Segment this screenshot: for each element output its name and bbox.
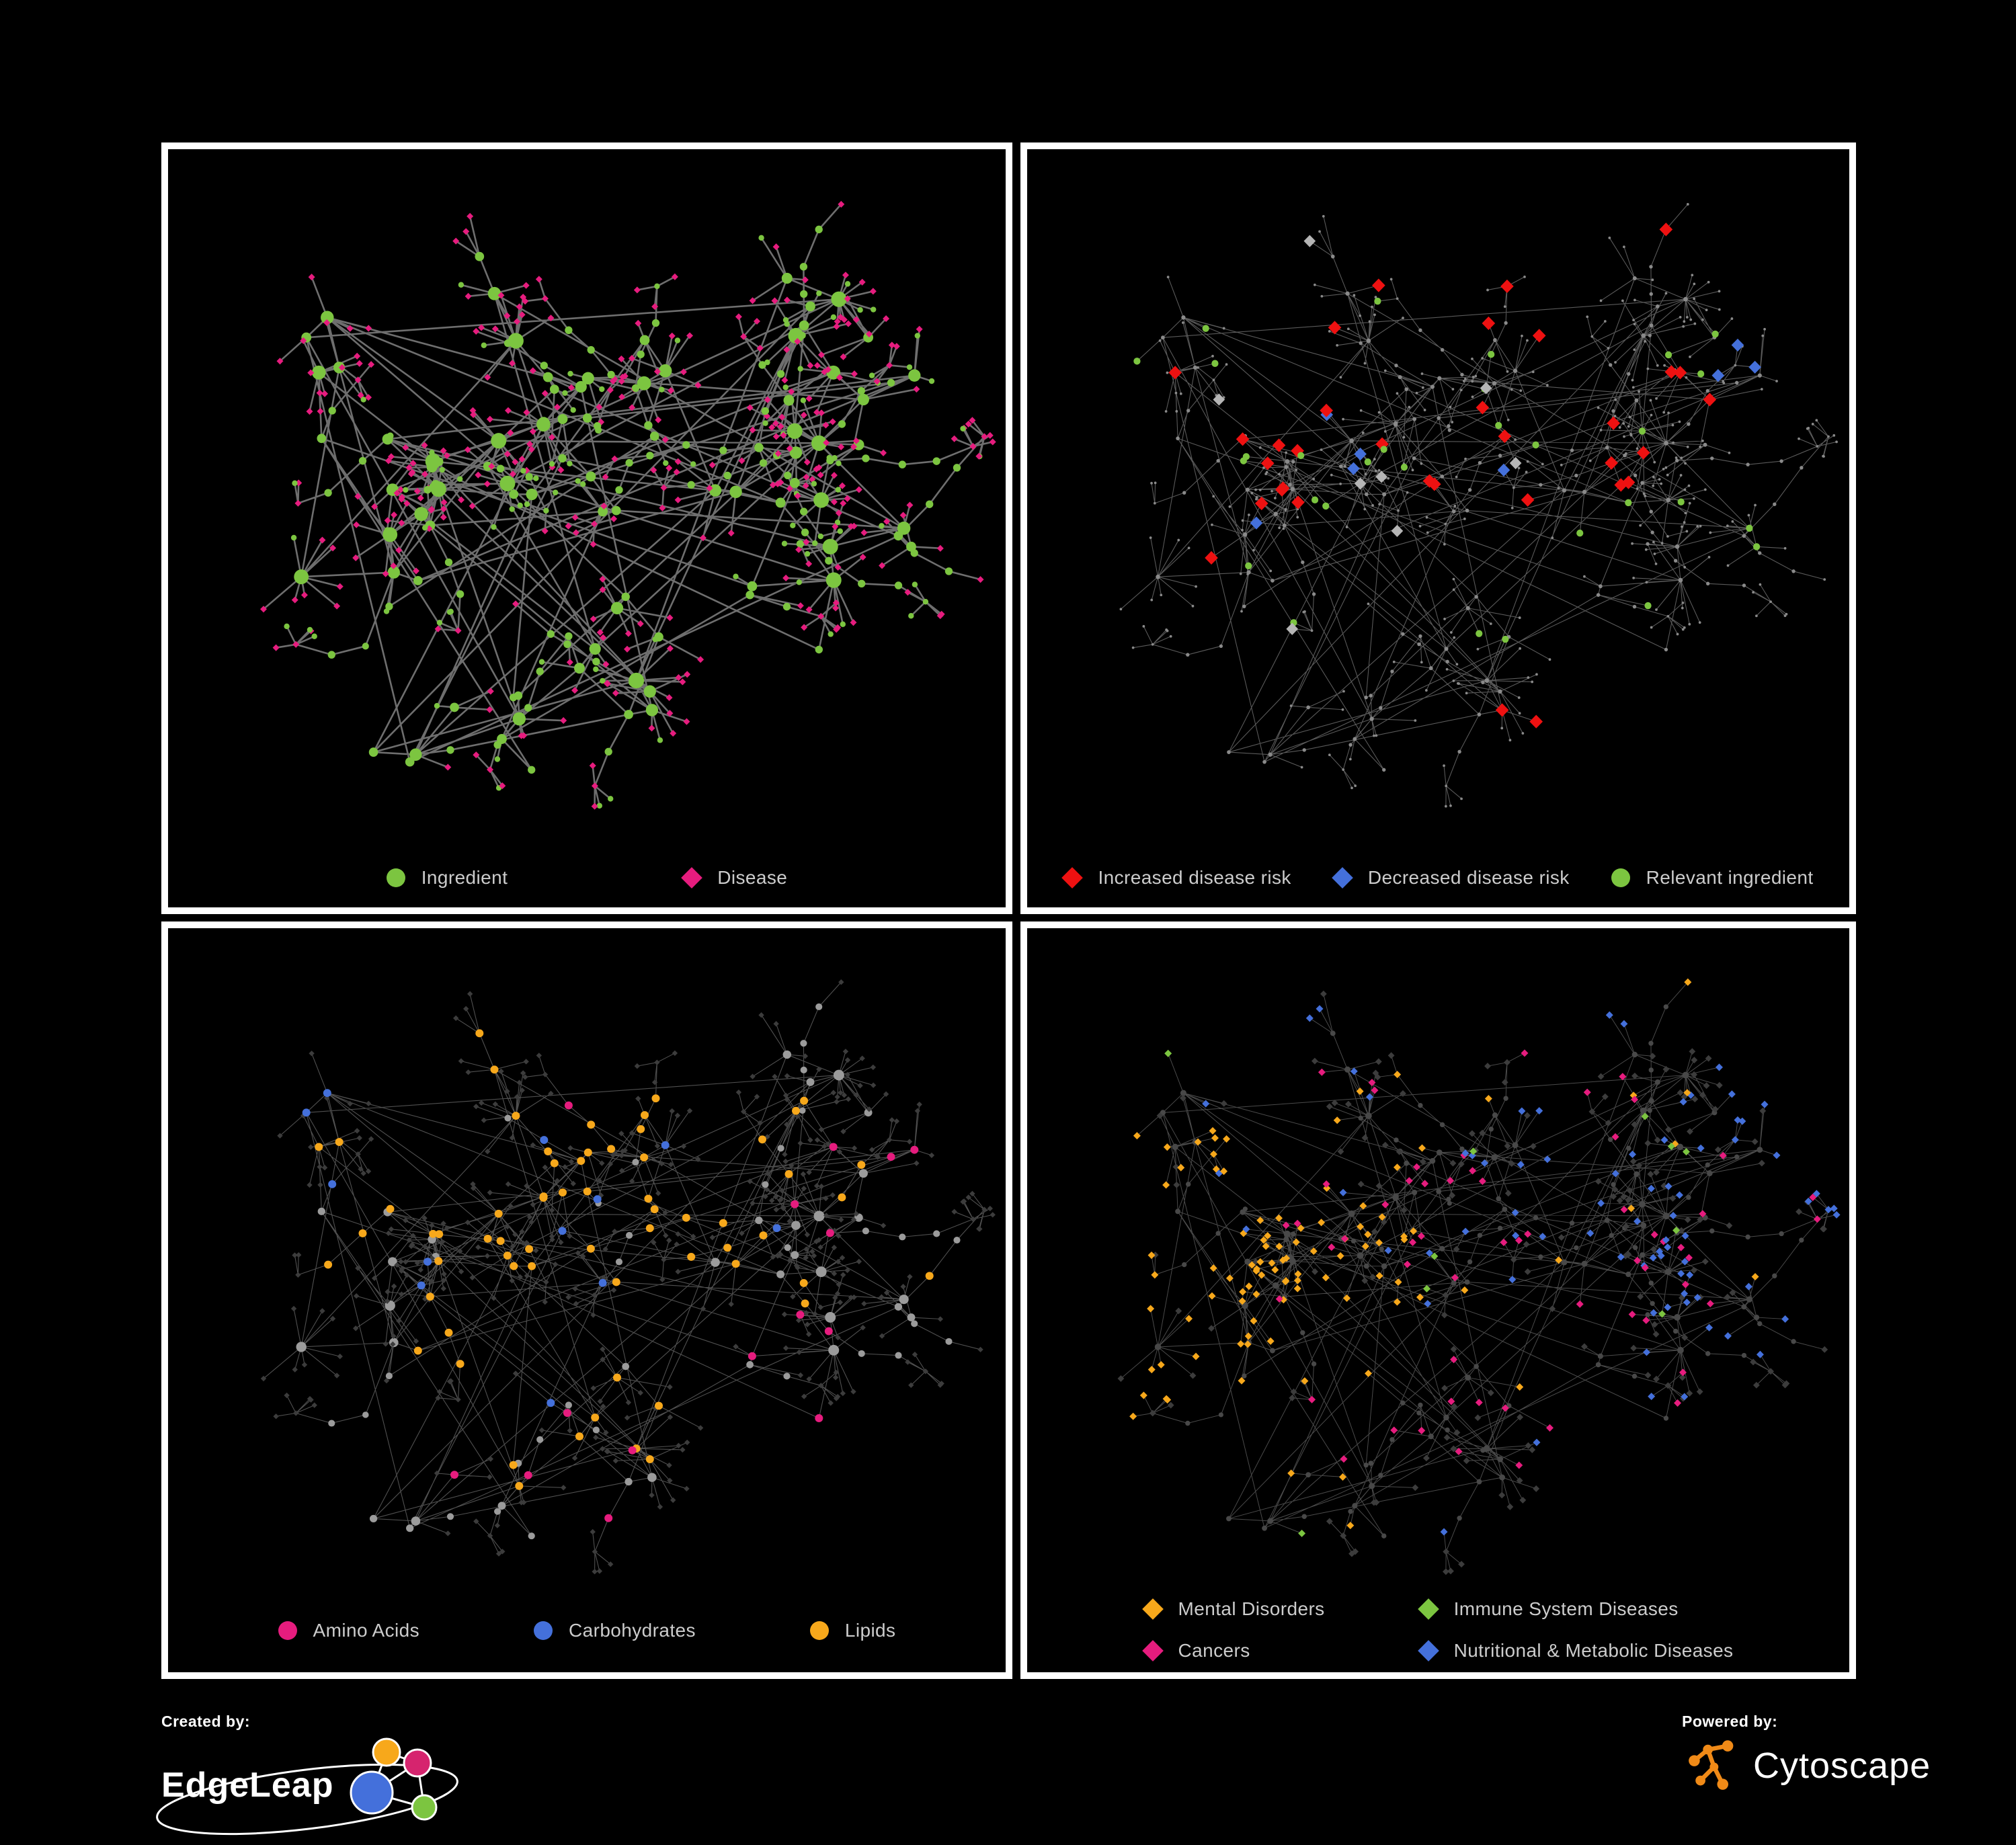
legend-item-decreased-disease-risk: Decreased disease risk [1332, 867, 1570, 889]
legend-item-mental-disorders: Mental Disorders [1141, 1598, 1325, 1620]
legend-label: Relevant ingredient [1646, 867, 1814, 888]
edgeleap-logo-text: EdgeLeap [161, 1766, 334, 1805]
cytoscape-network-icon [1689, 1740, 1734, 1790]
legend-item-ingredient: Ingredient [386, 867, 508, 889]
cytoscape-logo: Cytoscape [1682, 1735, 1931, 1797]
created-by-label: Created by: [161, 1713, 251, 1730]
legend-item-immune-system-diseases: Immune System Diseases [1417, 1598, 1734, 1620]
network-ingredient-disease [260, 200, 996, 810]
legend-label: Ingredient [421, 867, 508, 888]
circle-marker-icon [386, 868, 405, 887]
edgeleap-logo: EdgeLeap [156, 1735, 458, 1836]
legend-label: Disease [717, 867, 788, 888]
legend-label: Lipids [844, 1620, 896, 1641]
network-nutrient-classes [260, 979, 996, 1575]
diamond-marker-icon [681, 867, 703, 889]
legend-label: Carbohydrates [569, 1620, 696, 1641]
circle-marker-icon [1611, 868, 1630, 887]
legend-label: Immune System Diseases [1453, 1598, 1679, 1619]
circle-marker-icon [809, 1621, 829, 1640]
diamond-marker-icon [1141, 1640, 1164, 1662]
panel-ingredient-disease: Ingredient Disease [161, 142, 1012, 914]
network-disease-classes [1117, 978, 1841, 1575]
legend-item-cancers: Cancers [1141, 1640, 1325, 1662]
circle-marker-icon [534, 1621, 553, 1640]
legend-disease-risk: Increased disease risk Decreased disease … [1027, 867, 1849, 889]
legend-item-relevant-ingredient: Relevant ingredient [1611, 867, 1814, 889]
powered-by-block: Powered by: Cytoscape [1682, 1713, 1931, 1797]
diamond-marker-icon [1061, 867, 1084, 889]
panel-nutrient-classes: Amino Acids Carbohydrates Lipids [161, 921, 1012, 1679]
circle-marker-icon [278, 1621, 297, 1640]
legend-label: Amino Acids [313, 1620, 420, 1641]
powered-by-label: Powered by: [1682, 1713, 1778, 1730]
diamond-marker-icon [1417, 1598, 1439, 1620]
legend-nutrient-classes: Amino Acids Carbohydrates Lipids [168, 1620, 1006, 1641]
diamond-marker-icon [1417, 1640, 1439, 1662]
legend-label: Increased disease risk [1098, 867, 1291, 888]
legend-disease-classes: Mental Disorders Immune System Diseases Ca… [1027, 1598, 1849, 1662]
panel-disease-classes: Mental Disorders Immune System Diseases Ca… [1020, 921, 1856, 1679]
diamond-marker-icon [1332, 867, 1353, 889]
cytoscape-logo-text: Cytoscape [1753, 1746, 1931, 1786]
legend-label: Mental Disorders [1178, 1598, 1325, 1619]
legend-label: Cancers [1178, 1640, 1250, 1661]
created-by-block: Created by: EdgeLeap [156, 1713, 458, 1836]
legend-item-carbohydrates: Carbohydrates [534, 1620, 696, 1641]
legend-ingredient-disease: Ingredient Disease [168, 867, 1006, 889]
legend-item-amino-acids: Amino Acids [278, 1620, 419, 1641]
legend-label: Nutritional & Metabolic Diseases [1453, 1640, 1734, 1661]
legend-item-increased-disease-risk: Increased disease risk [1061, 867, 1291, 889]
network-disease-risk [1119, 202, 1838, 808]
legend-label: Decreased disease risk [1367, 867, 1570, 888]
legend-item-nutritional-metabolic-diseases: Nutritional & Metabolic Diseases [1417, 1640, 1734, 1662]
legend-item-lipids: Lipids [809, 1620, 896, 1641]
panel-disease-risk: Increased disease risk Decreased disease … [1020, 142, 1856, 914]
diamond-marker-icon [1141, 1598, 1164, 1620]
legend-item-disease: Disease [681, 867, 788, 889]
edgeleap-network-icon [350, 1737, 437, 1821]
